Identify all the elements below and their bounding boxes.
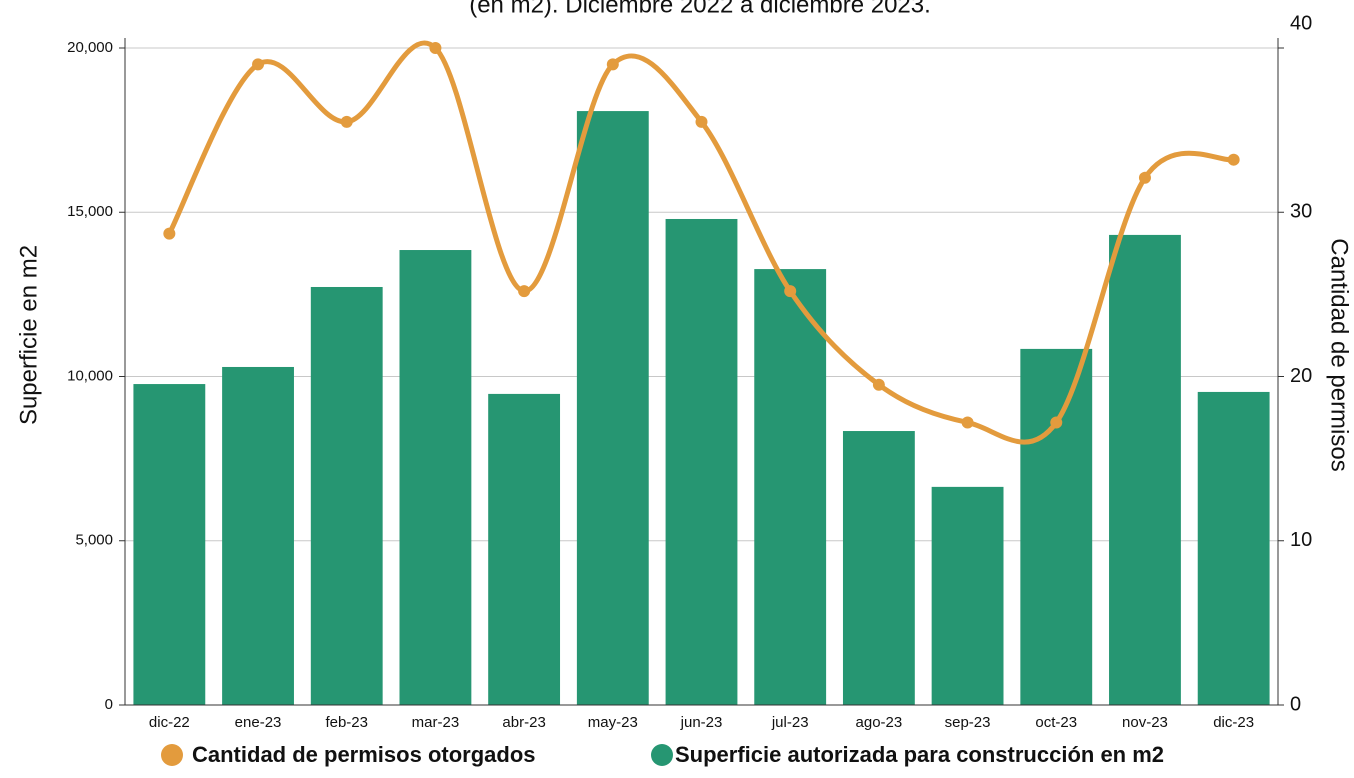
bar bbox=[1197, 391, 1270, 705]
point bbox=[340, 115, 353, 128]
x-tick-label: oct-23 bbox=[1035, 714, 1077, 731]
legend-label: Cantidad de permisos otorgados bbox=[192, 742, 536, 767]
legend-marker bbox=[161, 744, 183, 766]
point bbox=[961, 416, 974, 429]
point bbox=[1050, 416, 1063, 429]
bar bbox=[754, 269, 827, 705]
x-tick-label: ago-23 bbox=[856, 714, 903, 731]
point bbox=[872, 378, 885, 391]
bar bbox=[399, 250, 472, 705]
y2-axis-title: Cantidad de permisos bbox=[1326, 238, 1353, 471]
point bbox=[1138, 171, 1151, 184]
bar bbox=[133, 384, 206, 705]
x-tick-label: abr-23 bbox=[502, 714, 545, 731]
y2-tick-label: 0 bbox=[1290, 693, 1301, 715]
point bbox=[163, 227, 176, 240]
x-tick-label: sep-23 bbox=[945, 714, 991, 731]
x-tick-label: may-23 bbox=[588, 714, 638, 731]
y2-tick-label: 20 bbox=[1290, 365, 1312, 387]
bar bbox=[1020, 348, 1093, 705]
bar bbox=[665, 218, 738, 705]
x-tick-label: jul-23 bbox=[771, 714, 809, 731]
bar bbox=[931, 486, 1004, 705]
y-tick-label: 10,000 bbox=[67, 367, 113, 384]
x-tick-label: ene-23 bbox=[235, 714, 282, 731]
y2-tick-label: 40 bbox=[1290, 12, 1312, 34]
bar bbox=[576, 111, 649, 705]
bar bbox=[1109, 234, 1181, 705]
chart-title: (en m2). Diciembre 2022 a diciembre 2023… bbox=[469, 0, 931, 18]
bar bbox=[310, 286, 383, 705]
x-tick-label: jun-23 bbox=[680, 714, 723, 731]
y2-tick-label: 10 bbox=[1290, 529, 1312, 551]
point bbox=[606, 58, 619, 71]
y-tick-label: 0 bbox=[105, 696, 113, 713]
x-tick-label: nov-23 bbox=[1122, 714, 1168, 731]
x-tick-label: feb-23 bbox=[325, 714, 368, 731]
x-tick-label: mar-23 bbox=[412, 714, 460, 731]
point bbox=[784, 285, 797, 298]
bar bbox=[842, 431, 915, 705]
point bbox=[429, 42, 442, 54]
y-tick-label: 5,000 bbox=[75, 532, 113, 549]
y2-tick-label: 30 bbox=[1290, 201, 1312, 223]
x-tick-label: dic-22 bbox=[149, 714, 190, 731]
point bbox=[695, 115, 708, 128]
point bbox=[1227, 153, 1240, 166]
bar bbox=[222, 366, 294, 705]
x-tick-label: dic-23 bbox=[1213, 714, 1254, 731]
y-tick-label: 20,000 bbox=[67, 39, 113, 56]
legend-label: Superficie autorizada para construcción … bbox=[675, 742, 1164, 767]
y-tick-label: 15,000 bbox=[67, 203, 113, 220]
point bbox=[252, 58, 265, 71]
y-axis-title: Superficie en m2 bbox=[15, 245, 42, 425]
point bbox=[518, 285, 531, 298]
legend-marker bbox=[651, 744, 673, 766]
bar bbox=[488, 393, 561, 705]
